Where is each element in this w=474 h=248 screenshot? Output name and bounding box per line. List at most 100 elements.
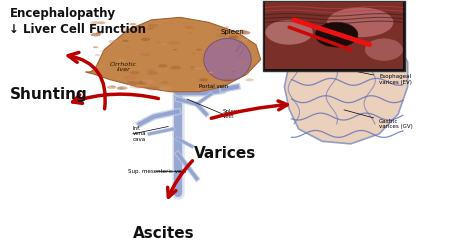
Ellipse shape (190, 66, 194, 68)
Ellipse shape (137, 81, 147, 85)
Ellipse shape (365, 38, 403, 61)
Ellipse shape (138, 49, 142, 50)
FancyBboxPatch shape (263, 1, 405, 71)
Ellipse shape (91, 33, 100, 36)
Ellipse shape (238, 61, 246, 64)
Ellipse shape (140, 53, 150, 56)
Ellipse shape (225, 67, 230, 69)
Ellipse shape (196, 49, 202, 51)
Text: Ascites: Ascites (133, 226, 194, 241)
Ellipse shape (124, 75, 137, 80)
Ellipse shape (209, 72, 214, 73)
Ellipse shape (127, 47, 131, 48)
Ellipse shape (135, 85, 144, 89)
Ellipse shape (122, 40, 128, 42)
Ellipse shape (139, 52, 147, 54)
Ellipse shape (130, 85, 140, 88)
Ellipse shape (225, 26, 229, 28)
Text: Spleen: Spleen (220, 29, 244, 35)
Ellipse shape (147, 71, 158, 75)
Ellipse shape (141, 38, 150, 41)
Ellipse shape (96, 31, 103, 34)
Ellipse shape (158, 68, 167, 71)
Ellipse shape (100, 51, 105, 52)
Ellipse shape (148, 24, 158, 28)
Ellipse shape (216, 29, 223, 31)
Ellipse shape (157, 42, 162, 43)
Ellipse shape (196, 88, 201, 90)
Ellipse shape (204, 38, 251, 81)
Ellipse shape (98, 21, 106, 24)
Ellipse shape (95, 54, 100, 56)
Ellipse shape (222, 78, 233, 82)
Ellipse shape (199, 78, 208, 82)
Ellipse shape (199, 86, 212, 90)
Ellipse shape (240, 38, 248, 41)
Ellipse shape (245, 73, 249, 74)
Text: Shunting: Shunting (9, 87, 87, 102)
Text: Splenic
vein: Splenic vein (223, 109, 243, 120)
Ellipse shape (168, 42, 173, 44)
Ellipse shape (139, 52, 146, 55)
Ellipse shape (147, 28, 154, 30)
Ellipse shape (119, 69, 129, 72)
Ellipse shape (191, 53, 196, 54)
Ellipse shape (232, 71, 236, 72)
Ellipse shape (90, 21, 100, 25)
Ellipse shape (120, 28, 128, 31)
Ellipse shape (246, 78, 254, 81)
Ellipse shape (118, 59, 126, 62)
Text: Sup. mesenteric vein: Sup. mesenteric vein (128, 169, 186, 174)
Ellipse shape (107, 86, 117, 89)
Ellipse shape (194, 67, 202, 70)
Ellipse shape (128, 83, 134, 85)
Ellipse shape (201, 61, 206, 63)
Polygon shape (85, 17, 261, 92)
Ellipse shape (146, 69, 155, 72)
Ellipse shape (170, 66, 181, 69)
Ellipse shape (159, 86, 172, 91)
Ellipse shape (169, 41, 180, 45)
Ellipse shape (168, 22, 174, 24)
Ellipse shape (185, 26, 194, 29)
Ellipse shape (188, 32, 193, 34)
Ellipse shape (221, 31, 225, 32)
Ellipse shape (186, 27, 191, 28)
Ellipse shape (315, 22, 358, 47)
Ellipse shape (127, 81, 138, 85)
Ellipse shape (95, 64, 105, 68)
Ellipse shape (216, 33, 227, 37)
Ellipse shape (129, 23, 137, 25)
Ellipse shape (142, 80, 154, 84)
Text: Encephalopathy
↓ Liver Cell Function: Encephalopathy ↓ Liver Cell Function (9, 7, 146, 36)
Ellipse shape (161, 81, 168, 84)
Ellipse shape (265, 20, 313, 45)
Polygon shape (284, 22, 408, 144)
Ellipse shape (146, 86, 159, 90)
Ellipse shape (190, 69, 195, 70)
Ellipse shape (173, 49, 177, 50)
Ellipse shape (229, 35, 238, 39)
Ellipse shape (213, 43, 222, 46)
Ellipse shape (130, 82, 135, 84)
Ellipse shape (163, 22, 167, 24)
FancyBboxPatch shape (265, 2, 403, 69)
Ellipse shape (240, 31, 250, 34)
Text: Inf.
vena
cava: Inf. vena cava (133, 126, 146, 142)
Ellipse shape (129, 71, 139, 74)
Ellipse shape (117, 87, 124, 90)
Ellipse shape (111, 86, 115, 87)
Text: Gastric
varices (GV): Gastric varices (GV) (344, 110, 413, 129)
Ellipse shape (108, 40, 119, 43)
Text: Portal vein: Portal vein (199, 84, 228, 89)
Text: Cirrhotic
liver: Cirrhotic liver (110, 62, 137, 72)
Ellipse shape (226, 44, 231, 46)
Ellipse shape (160, 43, 167, 45)
Ellipse shape (158, 64, 167, 67)
Ellipse shape (93, 46, 98, 48)
Ellipse shape (117, 86, 128, 90)
Text: Varices: Varices (194, 146, 256, 161)
Text: Esophageal
varices (EV): Esophageal varices (EV) (349, 70, 412, 85)
Ellipse shape (327, 7, 393, 37)
Ellipse shape (238, 30, 247, 33)
